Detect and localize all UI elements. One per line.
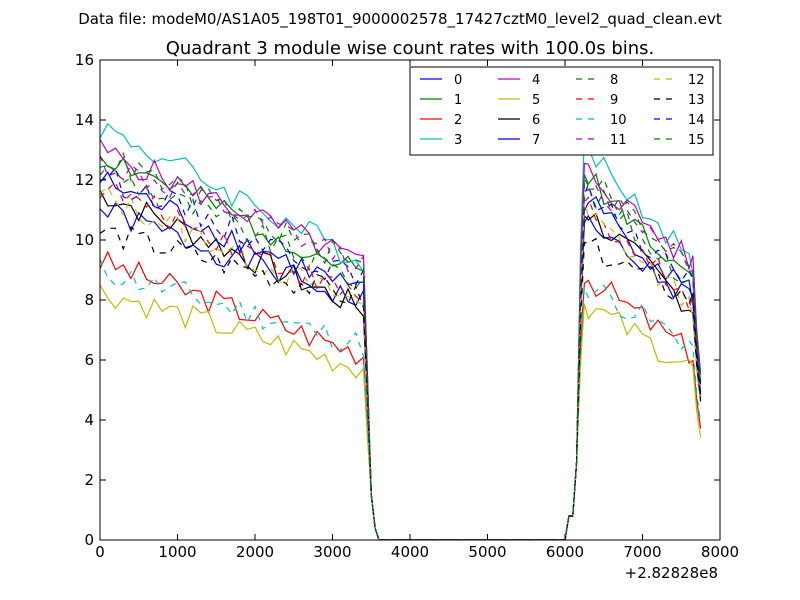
series-line-3 [100,122,702,540]
series-line-15 [100,151,702,540]
series-line-1 [100,155,702,540]
series-line-6 [100,190,702,540]
y-tick-label: 12 [75,171,94,189]
series-line-12 [100,186,702,540]
x-tick-label: 3000 [313,543,351,561]
legend-label-14: 14 [688,113,705,128]
x-tick-label: 1000 [158,543,196,561]
axis-ticks: 0 1000 2000 3000 4000 5000 6000 7000 80000246810… [75,51,739,561]
y-tick-label: 16 [75,51,94,69]
x-offset-label: +2.82828e8 [625,564,718,582]
x-tick-label: 5000 [468,543,506,561]
series-layer [100,122,702,540]
legend-label-10: 10 [610,113,627,128]
series-line-0 [100,202,702,540]
chart-title: Quadrant 3 module wise count rates with … [166,38,655,59]
y-tick-label: 6 [84,351,94,369]
y-tick-label: 2 [84,471,94,489]
x-tick-label: 6000 [546,543,584,561]
legend-label-13: 13 [688,93,705,108]
legend-label-15: 15 [688,133,705,148]
legend-label-2: 2 [454,113,462,128]
legend-label-6: 6 [532,113,540,128]
series-line-5 [100,284,702,540]
legend-label-1: 1 [454,93,462,108]
legend-label-3: 3 [454,133,462,148]
series-line-14 [100,166,702,540]
legend-label-11: 11 [610,133,627,148]
series-line-8 [100,165,702,540]
series-line-7 [100,171,702,540]
y-tick-label: 10 [75,231,94,249]
legend-label-8: 8 [610,73,618,88]
series-line-9 [100,181,702,540]
series-line-10 [100,258,702,540]
legend-label-5: 5 [532,93,540,108]
y-tick-label: 14 [75,111,94,129]
x-tick-label: 0 [95,543,105,561]
y-tick-label: 4 [84,411,94,429]
x-tick-label: 7000 [623,543,661,561]
figure-suptitle: Data file: modeM0/AS1A05_198T01_90000025… [78,10,722,29]
legend-label-9: 9 [610,93,618,108]
legend-label-4: 4 [532,73,540,88]
legend-box [409,66,714,156]
series-line-11 [100,155,702,540]
legend-label-12: 12 [688,73,705,88]
x-tick-label: 4000 [391,543,429,561]
x-tick-label: 2000 [236,543,274,561]
y-tick-label: 0 [84,531,94,549]
legend-label-7: 7 [532,133,540,148]
y-tick-label: 8 [84,291,94,309]
x-tick-label: 8000 [701,543,739,561]
series-line-13 [100,225,702,540]
legend-label-0: 0 [454,73,462,88]
